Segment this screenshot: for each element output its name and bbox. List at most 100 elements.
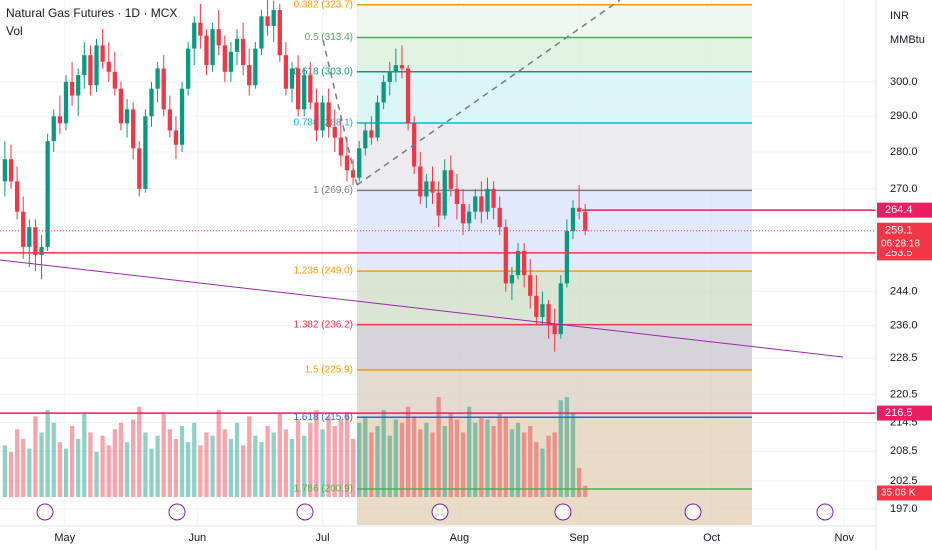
volume-bar xyxy=(69,426,75,497)
volume-bar xyxy=(289,438,295,497)
volume-bar xyxy=(295,419,301,497)
price-tag xyxy=(877,405,932,421)
volume-bar xyxy=(552,432,557,497)
trend-line xyxy=(0,259,844,358)
candle-body xyxy=(271,10,276,26)
candle-body xyxy=(124,109,130,124)
volume-bar xyxy=(344,413,350,497)
y-tick-label: 290.0 xyxy=(890,110,918,122)
candle-body xyxy=(314,102,319,131)
y-tick-label: 197.0 xyxy=(890,503,918,515)
x-tick-label: Sep xyxy=(569,532,589,544)
volume-bar xyxy=(326,416,331,497)
y-tick-label: 300.0 xyxy=(890,76,918,88)
fib-label: 0.382 (323.7) xyxy=(294,0,354,10)
volume-bar xyxy=(570,413,576,497)
volume-bar xyxy=(576,467,582,497)
candle-body xyxy=(253,48,258,86)
candle-body xyxy=(57,116,63,124)
y-tick-label: 202.5 xyxy=(890,475,918,487)
candle-body xyxy=(497,207,502,228)
volume-bar xyxy=(161,413,166,497)
candle-body xyxy=(320,102,325,131)
volume-bar xyxy=(558,400,563,497)
unit: MMBtu xyxy=(890,34,925,46)
volume-bar xyxy=(302,435,307,497)
fib-label: 1.786 (200.9) xyxy=(294,484,354,495)
volume-bar xyxy=(155,435,160,497)
event-icon[interactable] xyxy=(816,503,834,521)
candle-body xyxy=(491,188,496,208)
price-axis xyxy=(876,0,932,550)
volume-bar xyxy=(399,422,405,497)
volume-bar xyxy=(405,406,411,497)
candle-body xyxy=(546,304,551,326)
candle-body xyxy=(387,71,392,82)
fib-base-line xyxy=(322,39,358,186)
y-tick-label: 208.5 xyxy=(890,445,918,457)
event-icon[interactable] xyxy=(684,503,702,521)
volume-bar xyxy=(137,406,142,497)
volume-bar xyxy=(497,413,502,497)
volume-bar xyxy=(424,422,429,497)
volume-bar xyxy=(338,419,344,497)
volume-bar xyxy=(467,406,472,497)
volume-bar xyxy=(149,448,154,497)
fib-band xyxy=(357,122,752,191)
candle-body xyxy=(326,102,331,127)
y-tick-label: 280.0 xyxy=(890,146,918,158)
candle-body xyxy=(350,170,356,178)
candle-body xyxy=(283,55,289,89)
y-tick-label: 228.5 xyxy=(890,352,918,364)
volume-bar xyxy=(448,413,453,497)
volume-bar xyxy=(277,413,282,497)
volume-bar xyxy=(216,409,221,497)
volume-bar xyxy=(21,438,26,497)
volume-bar xyxy=(167,429,172,497)
event-icon[interactable] xyxy=(36,503,54,521)
event-icon[interactable] xyxy=(168,503,186,521)
candle-body xyxy=(210,29,215,66)
candle-body xyxy=(45,141,50,247)
event-icon[interactable] xyxy=(431,503,449,521)
candle-body xyxy=(106,61,111,72)
volume-bar xyxy=(14,429,20,497)
fib-label: 1.618 (215.6) xyxy=(294,412,354,423)
price-tag-label: 216.5 xyxy=(885,407,913,419)
candle-body xyxy=(424,181,429,197)
fib-base-line xyxy=(356,0,621,186)
event-icon[interactable] xyxy=(296,503,314,521)
candle-body xyxy=(76,75,81,96)
volume-bar xyxy=(320,429,325,497)
candle-body xyxy=(528,275,533,296)
volume-bar xyxy=(460,432,466,497)
volume-bar xyxy=(540,448,545,497)
y-tick-label: 220.5 xyxy=(890,388,918,400)
candle-body xyxy=(369,130,374,138)
volume-bar xyxy=(314,409,319,497)
volume-bar xyxy=(363,416,368,497)
candle-body xyxy=(442,170,447,216)
volume-bar xyxy=(51,422,56,497)
volume-last-label: 35.06 K xyxy=(881,488,916,499)
volume-bar xyxy=(393,419,398,497)
volume-bar xyxy=(8,451,14,497)
volume-bar xyxy=(283,429,289,497)
candle-body xyxy=(393,65,398,72)
volume-bar xyxy=(2,445,8,497)
candle-body xyxy=(430,181,435,193)
candle-body xyxy=(137,148,142,189)
volume-bar xyxy=(210,435,215,497)
candle-body xyxy=(204,35,209,66)
candle-body xyxy=(118,88,124,124)
candle-body xyxy=(534,295,539,317)
volume-bar xyxy=(534,442,539,497)
event-icon[interactable] xyxy=(554,503,572,521)
candle-body xyxy=(2,159,8,182)
volume-bar xyxy=(118,422,124,497)
volume-bar xyxy=(515,422,521,497)
candle-body xyxy=(94,45,99,86)
plot-area: 0.382 (323.7)0.5 (313.4)0.618 (303.0)0.7… xyxy=(0,0,876,525)
candle-body xyxy=(418,166,423,197)
chart-title: Natural Gas Futures · 1D · MCX xyxy=(6,6,177,20)
